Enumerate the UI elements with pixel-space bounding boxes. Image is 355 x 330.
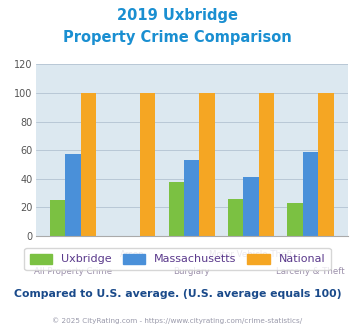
Bar: [287, 203, 303, 236]
Bar: [244, 177, 259, 236]
Bar: [259, 93, 274, 236]
Text: Motor Vehicle Theft: Motor Vehicle Theft: [209, 250, 293, 259]
Bar: [81, 93, 96, 236]
Bar: [228, 199, 244, 236]
Text: Arson: Arson: [120, 250, 144, 259]
Text: Burglary: Burglary: [173, 267, 210, 276]
Bar: [318, 93, 334, 236]
Text: All Property Crime: All Property Crime: [34, 267, 112, 276]
Legend: Uxbridge, Massachusetts, National: Uxbridge, Massachusetts, National: [24, 248, 331, 270]
Bar: [169, 182, 184, 236]
Bar: [65, 154, 81, 236]
Bar: [140, 93, 155, 236]
Text: Larceny & Theft: Larceny & Theft: [276, 267, 345, 276]
Bar: [200, 93, 215, 236]
Bar: [50, 200, 65, 236]
Bar: [303, 151, 318, 236]
Text: 2019 Uxbridge: 2019 Uxbridge: [117, 8, 238, 23]
Text: Property Crime Comparison: Property Crime Comparison: [63, 30, 292, 45]
Bar: [184, 160, 200, 236]
Text: © 2025 CityRating.com - https://www.cityrating.com/crime-statistics/: © 2025 CityRating.com - https://www.city…: [53, 317, 302, 324]
Text: Compared to U.S. average. (U.S. average equals 100): Compared to U.S. average. (U.S. average …: [14, 289, 341, 299]
